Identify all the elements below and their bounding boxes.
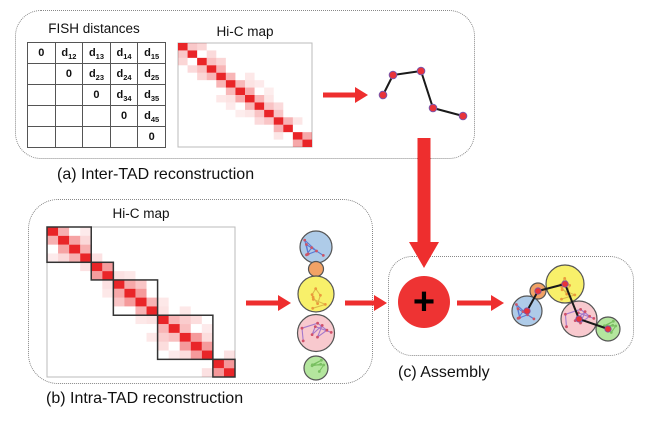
- fish-table-cell: [82, 126, 111, 148]
- fish-table-cell: [54, 84, 84, 106]
- fish-table-row: 0 d23 d24 d25: [27, 63, 166, 85]
- panel-c-label: (c) Assembly: [398, 364, 490, 381]
- fish-table-cell: [82, 105, 111, 127]
- fish-table-cell: d34: [109, 84, 139, 106]
- fish-distance-table: 0 d12 d13 d14 d15 0 d23 d24 d25 0 d34 d35 0 d45 0: [27, 42, 166, 148]
- fish-table-cell: 0: [27, 42, 56, 64]
- fish-table-cell: [27, 84, 56, 106]
- fish-table-cell: d24: [109, 63, 139, 85]
- hic-map-b-title: Hi-C map: [112, 206, 170, 221]
- fish-table-cell: d35: [137, 84, 166, 106]
- fish-table-title: FISH distances: [48, 21, 140, 36]
- fish-table-cell: d45: [137, 105, 166, 127]
- fish-table-body: 0 d12 d13 d14 d15 0 d23 d24 d25 0 d34 d35 0 d45 0: [27, 42, 166, 148]
- fish-table-cell: 0: [109, 105, 139, 127]
- fish-table-cell: d14: [109, 42, 139, 64]
- fish-table-cell: 0: [82, 84, 111, 106]
- hic-map-a-title: Hi-C map: [216, 24, 274, 39]
- fish-table-row: 0 d12 d13 d14 d15: [27, 42, 166, 64]
- fish-table-cell: d15: [137, 42, 166, 64]
- fish-table-cell: [27, 105, 56, 127]
- fish-table-cell: [27, 63, 56, 85]
- panel-a-label: (a) Inter-TAD reconstruction: [57, 166, 255, 183]
- panel-c-box: [388, 256, 634, 356]
- fish-table-cell: 0: [54, 63, 84, 85]
- fish-table-cell: [54, 105, 84, 127]
- fish-table-cell: [27, 126, 56, 148]
- fish-table-cell: d12: [54, 42, 84, 64]
- fish-table-cell: 0: [137, 126, 166, 148]
- fish-table-cell: [54, 126, 84, 148]
- fish-table-cell: d13: [82, 42, 111, 64]
- panel-b-label: (b) Intra-TAD reconstruction: [46, 390, 244, 407]
- fish-table-row: 0 d34 d35: [27, 84, 166, 106]
- panel-a-box: [15, 10, 475, 159]
- fish-table-row: 0 d45: [27, 105, 166, 127]
- fish-table-cell: [109, 126, 139, 148]
- fish-table-row: 0: [27, 126, 166, 148]
- fish-table-cell: d25: [137, 63, 166, 85]
- panel-b-box: [28, 199, 373, 384]
- fish-table-cell: d23: [82, 63, 111, 85]
- plus-sign: +: [412, 281, 436, 323]
